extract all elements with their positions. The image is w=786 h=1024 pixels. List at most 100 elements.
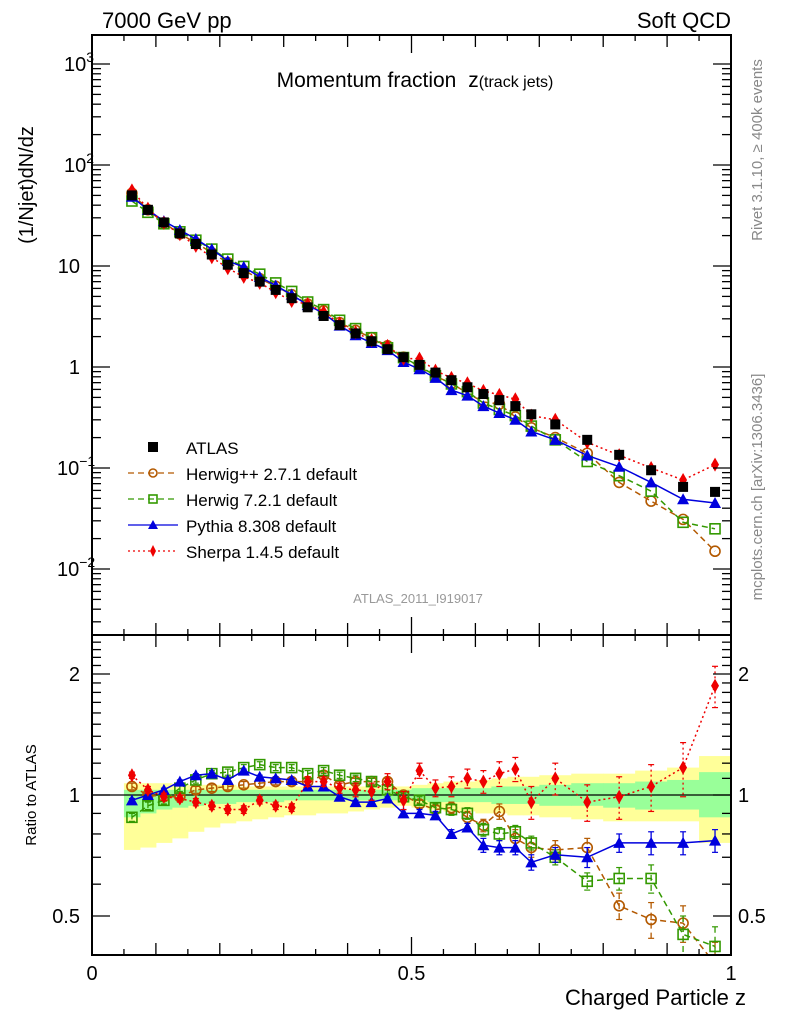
legend-item: Herwig++ 2.7.1 default bbox=[128, 465, 357, 484]
series-line bbox=[131, 189, 716, 481]
data-point bbox=[414, 359, 425, 370]
ratio-data-point bbox=[445, 827, 458, 839]
analysis-label: ATLAS_2011_I919017 bbox=[353, 591, 483, 606]
y-tick-label: 1 bbox=[69, 357, 80, 379]
data-point bbox=[430, 367, 441, 378]
data-point bbox=[478, 389, 489, 400]
ratio-data-point bbox=[613, 836, 626, 848]
legend-label: Herwig 7.2.1 default bbox=[186, 491, 337, 510]
legend-marker bbox=[148, 468, 158, 478]
ratio-data-point bbox=[367, 784, 376, 799]
ratio-y-tick-label-right: 1 bbox=[738, 785, 749, 807]
data-point bbox=[190, 239, 201, 250]
data-point bbox=[286, 293, 297, 304]
data-point bbox=[270, 284, 281, 295]
y-tick-label: 10 bbox=[58, 256, 80, 278]
data-point bbox=[678, 481, 689, 492]
ratio-data-point bbox=[525, 837, 538, 849]
stat-uncertainty-band bbox=[219, 789, 237, 804]
ratio-data-point bbox=[221, 773, 234, 785]
ratio-data-point bbox=[157, 783, 170, 795]
header-left: 7000 GeV pp bbox=[102, 8, 232, 33]
legend-marker bbox=[148, 494, 158, 504]
data-point bbox=[174, 228, 185, 239]
ratio-data-point bbox=[303, 774, 312, 789]
data-point bbox=[126, 190, 137, 201]
ratio-data-point bbox=[509, 825, 522, 838]
data-point bbox=[158, 217, 169, 228]
ratio-y-tick-label-right: 0.5 bbox=[738, 906, 766, 928]
ratio-data-point bbox=[287, 800, 296, 815]
ratio-data-point bbox=[495, 766, 504, 781]
ratio-y-tick-label-right: 2 bbox=[738, 664, 749, 686]
data-point bbox=[206, 249, 217, 260]
data-point bbox=[142, 204, 153, 215]
ratio-data-point bbox=[351, 782, 360, 797]
ratio-data-point bbox=[142, 800, 154, 812]
ratio-data-point bbox=[239, 802, 248, 817]
data-point bbox=[318, 310, 329, 321]
data-point bbox=[614, 449, 625, 460]
y-tick-label: 102 bbox=[64, 150, 94, 177]
ratio-data-point bbox=[206, 782, 218, 794]
ratio-data-point bbox=[461, 821, 474, 833]
data-point bbox=[254, 276, 265, 287]
ratio-data-point bbox=[429, 809, 442, 821]
data-point bbox=[645, 476, 658, 488]
data-point bbox=[677, 493, 690, 505]
ratio-data-point bbox=[583, 795, 592, 810]
data-point bbox=[366, 336, 377, 347]
stat-uncertainty-band bbox=[267, 789, 285, 803]
ratio-data-point bbox=[479, 774, 488, 789]
ratio-data-point bbox=[271, 798, 280, 813]
ratio-data-point bbox=[581, 875, 594, 888]
data-point bbox=[477, 400, 490, 412]
data-point bbox=[510, 401, 521, 412]
main-y-axis-label: (1/Njet)dN/dz bbox=[16, 126, 38, 244]
legend-label: ATLAS bbox=[186, 439, 239, 458]
ratio-data-point bbox=[253, 770, 266, 782]
x-axis-label: Charged Particle z bbox=[565, 985, 746, 1010]
data-point bbox=[581, 449, 594, 461]
ratio-data-point bbox=[126, 811, 138, 824]
stat-uncertainty-band bbox=[203, 789, 221, 804]
data-point bbox=[382, 344, 393, 355]
ratio-data-point bbox=[205, 767, 218, 779]
ratio-data-point bbox=[551, 771, 560, 786]
x-tick-label: 0.5 bbox=[398, 963, 426, 985]
data-point bbox=[398, 352, 409, 363]
data-point bbox=[222, 259, 233, 270]
ratio-data-point bbox=[615, 789, 624, 804]
rivet-label: Rivet 3.1.10, ≥ 400k events bbox=[749, 59, 766, 241]
data-point bbox=[494, 395, 505, 406]
ratio-data-point bbox=[647, 779, 656, 794]
ratio-data-point bbox=[447, 779, 456, 794]
stat-uncertainty-band bbox=[235, 789, 253, 803]
x-tick-label: 1 bbox=[725, 963, 736, 985]
data-point bbox=[493, 407, 506, 419]
ratio-data-point bbox=[645, 836, 658, 848]
y-tick-label: 103 bbox=[64, 49, 94, 76]
ratio-data-point bbox=[413, 794, 426, 807]
main-title-sub: (track jets) bbox=[479, 74, 554, 91]
legend: ATLAS Herwig++ 2.7.1 default Herwig 7.2.1 … bbox=[128, 439, 357, 562]
legend-item: Herwig 7.2.1 default bbox=[128, 491, 337, 510]
ratio-data-point bbox=[431, 781, 440, 796]
ratio-data-point bbox=[269, 772, 282, 784]
ratio-data-point bbox=[493, 841, 506, 853]
ratio-data-point bbox=[613, 872, 625, 885]
ratio-y-tick-label-left: 2 bbox=[69, 664, 80, 686]
y-tick-label: 10−1 bbox=[57, 453, 95, 480]
ratio-data-point bbox=[645, 872, 657, 885]
ratio-data-point bbox=[525, 856, 538, 868]
main-series-layer bbox=[125, 183, 722, 558]
ratio-data-point bbox=[677, 836, 690, 848]
ratio-data-point bbox=[527, 795, 536, 810]
ratio-y-tick-label-left: 0.5 bbox=[52, 906, 80, 928]
ratio-series-layer bbox=[125, 665, 722, 955]
series-atlas bbox=[126, 190, 721, 497]
ratio-data-point bbox=[415, 763, 424, 778]
ratio-series-line bbox=[131, 774, 709, 955]
legend-marker bbox=[148, 442, 158, 452]
ratio-uncertainty-bands bbox=[92, 756, 731, 850]
